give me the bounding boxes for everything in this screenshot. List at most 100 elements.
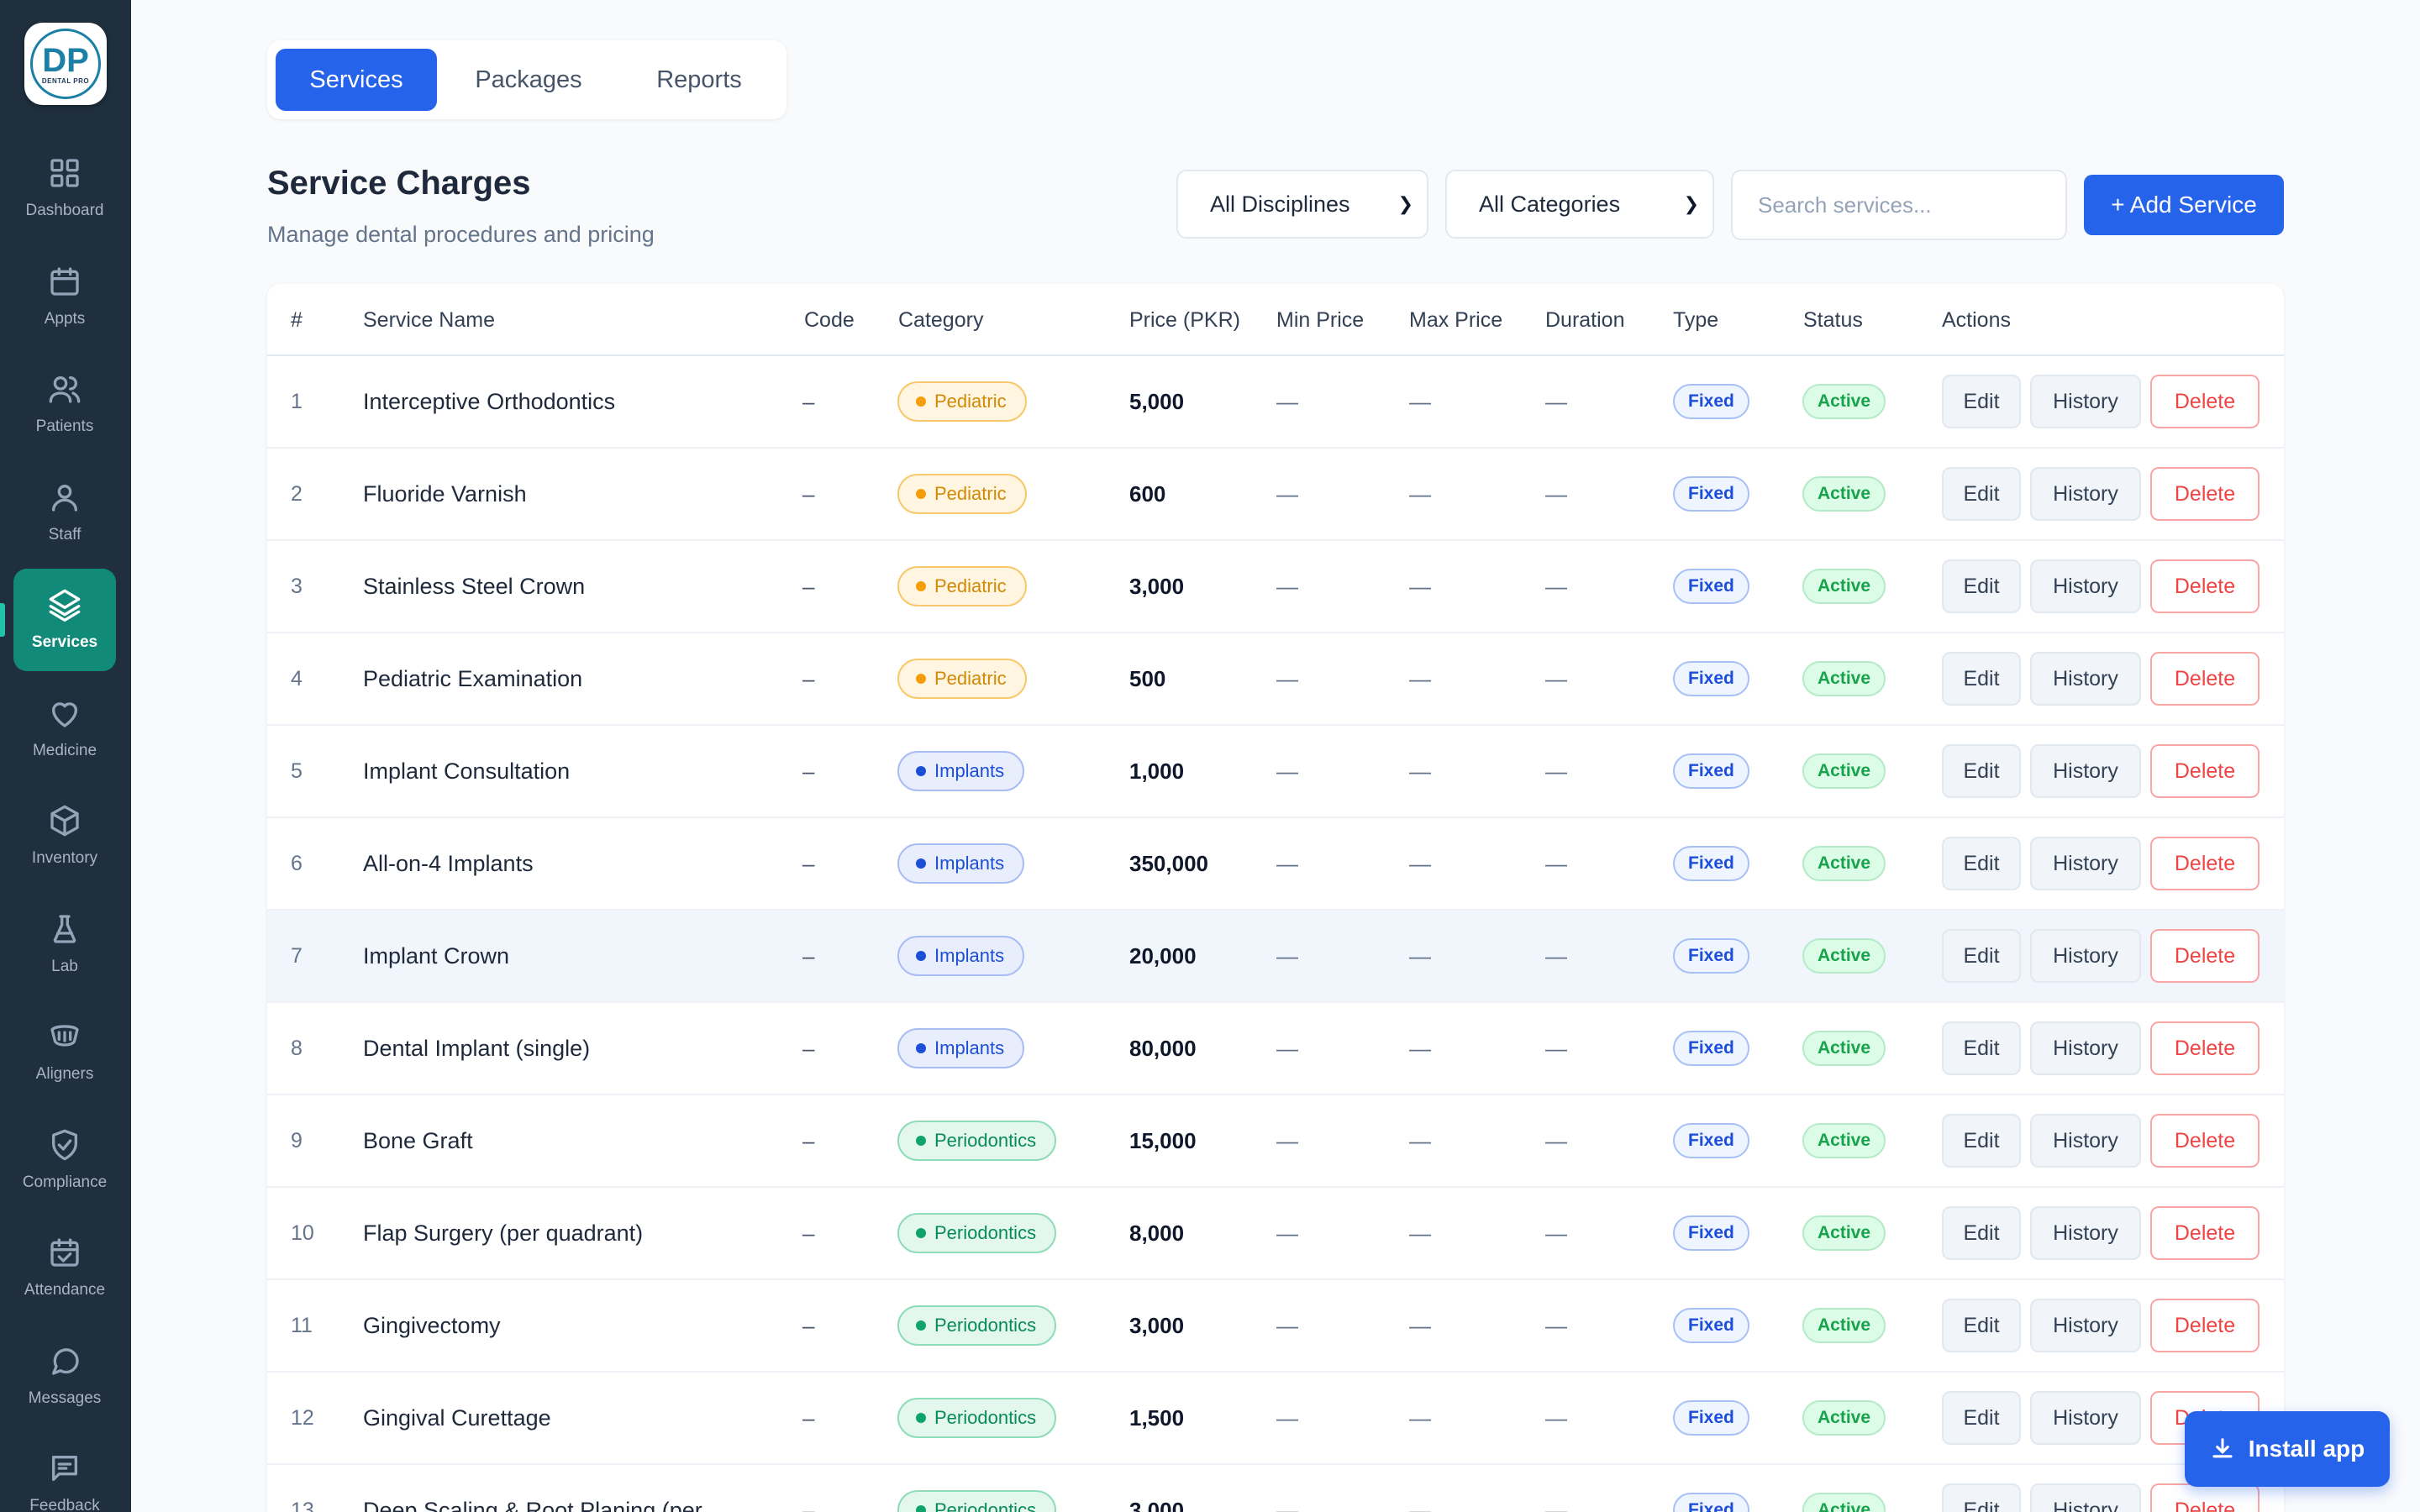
table-row[interactable]: 6 All-on-4 Implants – Implants 350,000 — — — Fix… xyxy=(267,818,2284,911)
layers-icon xyxy=(49,589,81,622)
column-header-max-price[interactable]: Max Price xyxy=(1409,307,1503,332)
sidebar-item-feedback[interactable]: Feedback xyxy=(13,1432,116,1512)
type-badge: Fixed xyxy=(1673,938,1749,974)
category-label: Implants xyxy=(934,1037,1005,1058)
discipline-filter[interactable]: All Disciplines ❯ xyxy=(1176,170,1428,239)
category-filter[interactable]: All Categories ❯ xyxy=(1445,170,1714,239)
status-cell: Active xyxy=(1802,726,1886,816)
delete-button[interactable]: Delete xyxy=(2150,744,2260,798)
history-button[interactable]: History xyxy=(2030,929,2141,983)
table-row[interactable]: 4 Pediatric Examination – Pediatric 500 — — — Fi… xyxy=(267,633,2284,726)
delete-button[interactable]: Delete xyxy=(2150,467,2260,521)
table-row[interactable]: 12 Gingival Curettage – Periodontics 1,500 — —… xyxy=(267,1373,2284,1465)
history-button[interactable]: History xyxy=(2030,1206,2141,1260)
edit-button[interactable]: Edit xyxy=(1942,467,2021,521)
delete-button[interactable]: Delete xyxy=(2150,929,2260,983)
delete-button[interactable]: Delete xyxy=(2150,652,2260,706)
table-row[interactable]: 7 Implant Crown – Implants 20,000 — — — Fixed Act… xyxy=(267,911,2284,1003)
history-button[interactable]: History xyxy=(2030,1299,2141,1352)
history-button[interactable]: History xyxy=(2030,837,2141,890)
table-row[interactable]: 13 Deep Scaling & Root Planing (per – Perio… xyxy=(267,1465,2284,1512)
logo[interactable]: DP DENTAL PRO xyxy=(24,23,107,105)
type-cell: Fixed xyxy=(1673,1373,1749,1463)
history-button[interactable]: History xyxy=(2030,467,2141,521)
table-row[interactable]: 11 Gingivectomy – Periodontics 3,000 — — — Fixed… xyxy=(267,1280,2284,1373)
duration: — xyxy=(1545,388,1567,414)
sidebar-item-dashboard[interactable]: Dashboard xyxy=(13,137,116,239)
sidebar-item-staff[interactable]: Staff xyxy=(13,461,116,564)
edit-button[interactable]: Edit xyxy=(1942,929,2021,983)
sidebar-item-label: Staff xyxy=(48,525,82,543)
sidebar-item-compliance[interactable]: Compliance xyxy=(13,1109,116,1211)
history-button[interactable]: History xyxy=(2030,652,2141,706)
edit-button[interactable]: Edit xyxy=(1942,837,2021,890)
row-number: 12 xyxy=(291,1405,314,1430)
column-header-min-price[interactable]: Min Price xyxy=(1276,307,1365,332)
delete-button[interactable]: Delete xyxy=(2150,375,2260,428)
column-header-category[interactable]: Category xyxy=(898,307,984,332)
sidebar-item-lab[interactable]: Lab xyxy=(13,893,116,995)
sidebar-item-services[interactable]: Services xyxy=(13,569,116,671)
table-row[interactable]: 8 Dental Implant (single) – Implants 80,000 —… xyxy=(267,1003,2284,1095)
sidebar-item-attendance[interactable]: Attendance xyxy=(13,1216,116,1319)
min-price: — xyxy=(1276,942,1298,969)
tab-reports[interactable]: Reports xyxy=(656,66,742,93)
table-row[interactable]: 10 Flap Surgery (per quadrant) – Periodonti… xyxy=(267,1188,2284,1280)
delete-button[interactable]: Delete xyxy=(2150,837,2260,890)
column-header-status[interactable]: Status xyxy=(1803,307,1863,332)
table-row[interactable]: 1 Interceptive Orthodontics – Pediatric 5,00… xyxy=(267,356,2284,449)
sidebar-item-patients[interactable]: Patients xyxy=(13,353,116,455)
edit-button[interactable]: Edit xyxy=(1942,1299,2021,1352)
sidebar-item-inventory[interactable]: Inventory xyxy=(13,785,116,887)
category-badge: Periodontics xyxy=(897,1305,1057,1346)
delete-button[interactable]: Delete xyxy=(2150,1114,2260,1168)
sidebar-item-messages[interactable]: Messages xyxy=(13,1325,116,1427)
add-service-button[interactable]: + Add Service xyxy=(2084,175,2284,235)
sidebar-item-aligners[interactable]: Aligners xyxy=(13,1000,116,1103)
column-header-code[interactable]: Code xyxy=(804,307,855,332)
type-cell: Fixed xyxy=(1673,541,1749,632)
delete-button[interactable]: Delete xyxy=(2150,1021,2260,1075)
edit-button[interactable]: Edit xyxy=(1942,1114,2021,1168)
delete-button[interactable]: Delete xyxy=(2150,1206,2260,1260)
edit-button[interactable]: Edit xyxy=(1942,744,2021,798)
type-badge: Fixed xyxy=(1673,846,1749,881)
history-button[interactable]: History xyxy=(2030,744,2141,798)
edit-button[interactable]: Edit xyxy=(1942,559,2021,613)
edit-button[interactable]: Edit xyxy=(1942,1391,2021,1445)
history-button[interactable]: History xyxy=(2030,1483,2141,1512)
table-row[interactable]: 3 Stainless Steel Crown – Pediatric 3,000 — — —… xyxy=(267,541,2284,633)
history-button[interactable]: History xyxy=(2030,1114,2141,1168)
table-row[interactable]: 5 Implant Consultation – Implants 1,000 — — — Fi… xyxy=(267,726,2284,818)
type-badge: Fixed xyxy=(1673,1215,1749,1251)
delete-button[interactable]: Delete xyxy=(2150,1483,2260,1512)
max-price: — xyxy=(1409,388,1431,414)
install-app-button[interactable]: Install app xyxy=(2185,1411,2390,1487)
history-button[interactable]: History xyxy=(2030,1021,2141,1075)
edit-button[interactable]: Edit xyxy=(1942,1206,2021,1260)
edit-button[interactable]: Edit xyxy=(1942,1483,2021,1512)
table-row[interactable]: 2 Fluoride Varnish – Pediatric 600 — — — Fixed Ac… xyxy=(267,449,2284,541)
edit-button[interactable]: Edit xyxy=(1942,375,2021,428)
category-label: Periodontics xyxy=(934,1130,1037,1151)
column-header-name[interactable]: Service Name xyxy=(363,307,495,332)
tab-packages[interactable]: Packages xyxy=(475,66,582,93)
status-cell: Active xyxy=(1802,1003,1886,1094)
type-badge: Fixed xyxy=(1673,569,1749,604)
table-row[interactable]: 9 Bone Graft – Periodontics 15,000 — — — Fixed Ac… xyxy=(267,1095,2284,1188)
column-header-price[interactable]: Price (PKR) xyxy=(1129,307,1240,332)
column-header-type[interactable]: Type xyxy=(1673,307,1719,332)
sidebar-item-medicine[interactable]: Medicine xyxy=(13,677,116,780)
delete-button[interactable]: Delete xyxy=(2150,559,2260,613)
edit-button[interactable]: Edit xyxy=(1942,1021,2021,1075)
history-button[interactable]: History xyxy=(2030,559,2141,613)
edit-button[interactable]: Edit xyxy=(1942,652,2021,706)
history-button[interactable]: History xyxy=(2030,375,2141,428)
sidebar-item-appts[interactable]: Appts xyxy=(13,245,116,348)
delete-button[interactable]: Delete xyxy=(2150,1299,2260,1352)
status-cell: Active xyxy=(1802,1095,1886,1186)
history-button[interactable]: History xyxy=(2030,1391,2141,1445)
search-input[interactable] xyxy=(1731,170,2067,240)
column-header-duration[interactable]: Duration xyxy=(1545,307,1625,332)
tab-services[interactable]: Services xyxy=(276,49,437,111)
